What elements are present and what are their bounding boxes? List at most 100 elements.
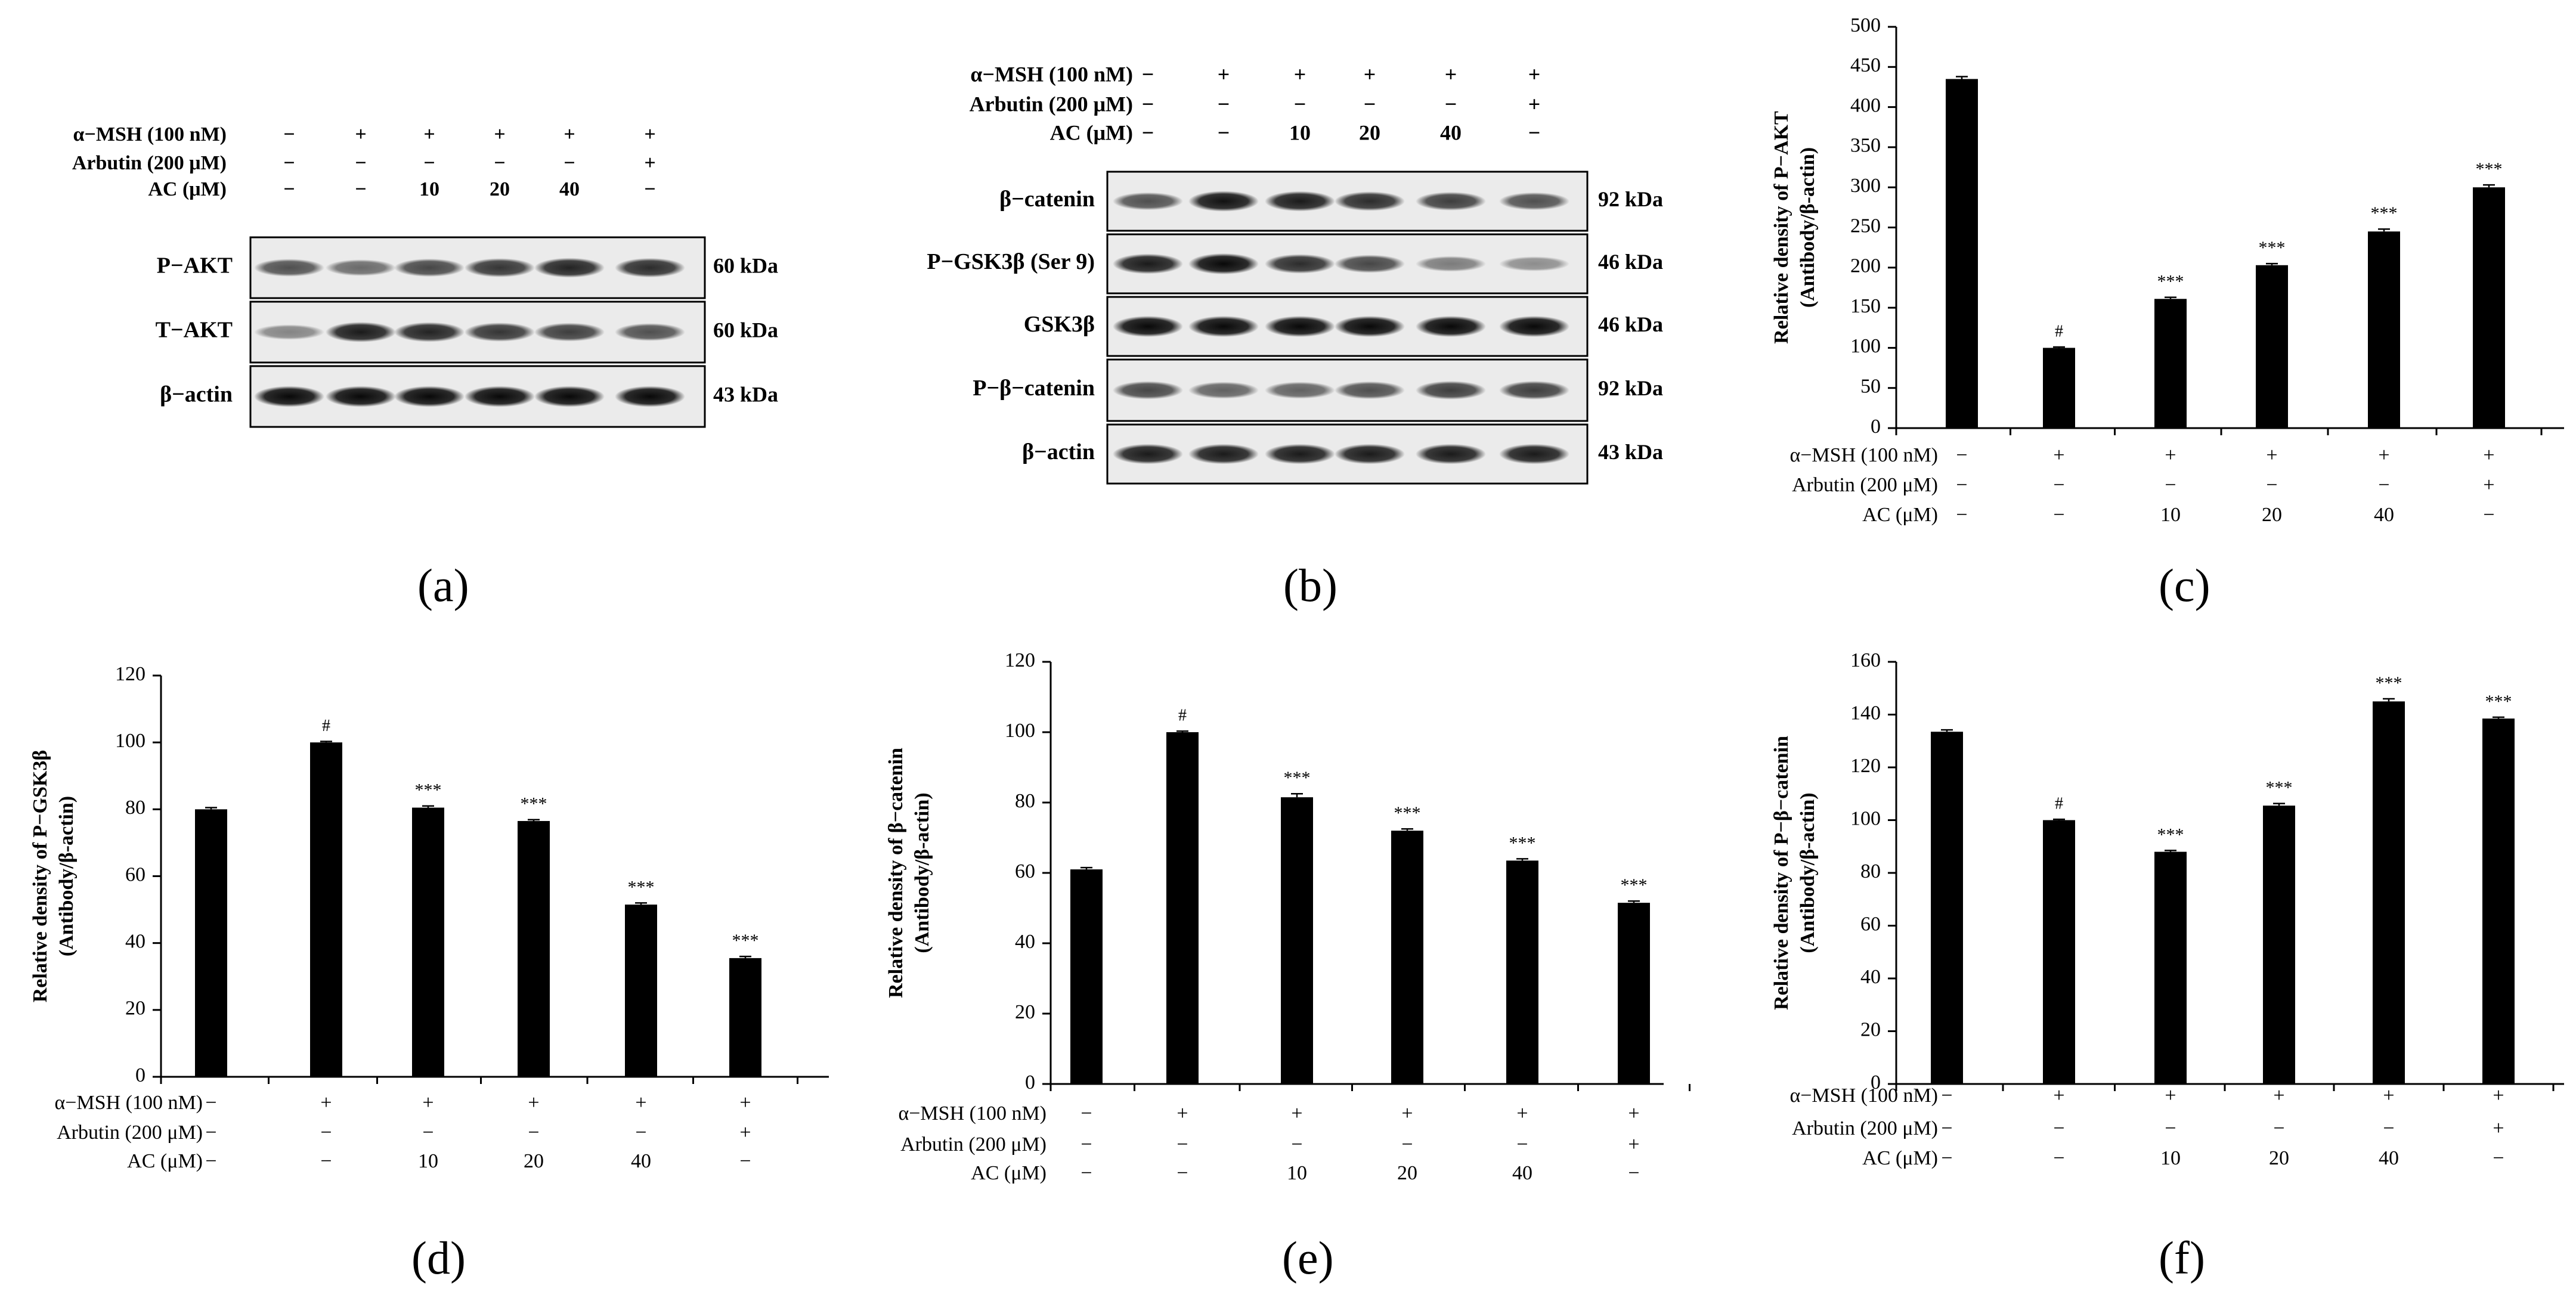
treatment-value: − bbox=[1445, 92, 1457, 116]
y-tick-label: 20 bbox=[1860, 1018, 1881, 1040]
chart-d: 0 20 40 60 80 100 120 Relative density of P−GSK… bbox=[29, 663, 829, 1284]
treatment-label: α−MSH (100 nM) bbox=[970, 62, 1133, 86]
treatment-value: − bbox=[1176, 1133, 1188, 1156]
band bbox=[326, 322, 396, 342]
bar bbox=[1281, 797, 1313, 1084]
treatment-value: − bbox=[1142, 92, 1154, 116]
treatment-value: 20 bbox=[524, 1150, 544, 1172]
treatment-value: + bbox=[422, 1092, 434, 1114]
treatment-value: − bbox=[205, 1092, 216, 1114]
treatment-value: + bbox=[2383, 1085, 2394, 1107]
treatment-value: − bbox=[283, 178, 295, 200]
bar bbox=[195, 809, 227, 1077]
treatment-label: AC (μM) bbox=[148, 178, 227, 200]
significance-stars: *** bbox=[1621, 875, 1648, 895]
treatment-value: + bbox=[320, 1092, 332, 1114]
treatment-value: 20 bbox=[490, 178, 510, 200]
treatment-value: 20 bbox=[1359, 120, 1380, 144]
y-tick-label: 400 bbox=[1850, 94, 1881, 116]
band bbox=[1265, 382, 1335, 399]
band bbox=[1335, 315, 1405, 337]
treatment-value: + bbox=[423, 123, 435, 145]
treatment-value: − bbox=[2266, 474, 2277, 496]
band bbox=[534, 323, 605, 342]
significance-hash: # bbox=[322, 717, 330, 735]
significance-stars: *** bbox=[1284, 768, 1311, 788]
band bbox=[1416, 380, 1486, 400]
band bbox=[1416, 191, 1486, 211]
treatment-label: Arbutin (200 μM) bbox=[900, 1133, 1046, 1156]
treatment-value: + bbox=[494, 123, 505, 145]
significance-hash: # bbox=[1178, 707, 1187, 725]
treatment-value: − bbox=[1628, 1162, 1639, 1184]
treatment-value: − bbox=[1294, 92, 1306, 116]
chart-e: 0 20 40 60 80 100 120 Relative density of β−cat… bbox=[885, 649, 1690, 1284]
significance-stars: *** bbox=[628, 877, 655, 897]
treatment-value: − bbox=[320, 1122, 332, 1144]
y-tick-label: 250 bbox=[1850, 215, 1881, 237]
treatment-value: − bbox=[2053, 504, 2064, 526]
y-tick-label: 500 bbox=[1850, 14, 1881, 36]
significance-stars: *** bbox=[2259, 238, 2286, 258]
y-axis-label: Relative density of P−AKT bbox=[1770, 111, 1792, 344]
band-kda-label: 60 kDa bbox=[713, 318, 778, 342]
treatment-label: α−MSH (100 nM) bbox=[1789, 1085, 1938, 1107]
treatment-value: + bbox=[2266, 444, 2277, 466]
treatment-label: AC (μM) bbox=[1050, 120, 1133, 144]
panel-label: (a) bbox=[417, 559, 469, 611]
significance-stars: *** bbox=[732, 931, 759, 950]
treatment-label: AC (μM) bbox=[971, 1162, 1046, 1184]
treatment-value: + bbox=[2493, 1117, 2504, 1139]
significance-stars: *** bbox=[2157, 271, 2184, 291]
treatment-value: + bbox=[1218, 62, 1230, 86]
bar bbox=[2043, 348, 2075, 428]
treatment-value: + bbox=[2165, 1085, 2176, 1107]
treatment-value: − bbox=[494, 152, 505, 174]
treatment-value: − bbox=[2378, 474, 2389, 496]
treatment-value: + bbox=[2378, 444, 2389, 466]
y-tick-label: 200 bbox=[1850, 255, 1881, 277]
treatment-value: − bbox=[2165, 1117, 2176, 1139]
significance-stars: *** bbox=[2371, 203, 2398, 223]
treatment-value: + bbox=[1294, 62, 1306, 86]
treatment-label: α−MSH (100 nM) bbox=[898, 1102, 1046, 1125]
panel-label: (d) bbox=[411, 1232, 466, 1284]
treatment-value: + bbox=[1176, 1102, 1188, 1125]
treatment-label: α−MSH (100 nM) bbox=[54, 1092, 203, 1114]
band-label: GSK3β bbox=[1024, 312, 1095, 337]
treatment-value: − bbox=[1080, 1133, 1092, 1156]
treatment-value: 40 bbox=[1512, 1162, 1532, 1184]
band bbox=[1265, 254, 1335, 274]
treatment-value: 10 bbox=[418, 1150, 438, 1172]
band-kda-label: 43 kDa bbox=[1598, 440, 1663, 464]
treatment-value: − bbox=[423, 152, 435, 174]
treatment-value: 10 bbox=[2160, 1147, 2181, 1169]
band-kda-label: 46 kDa bbox=[1598, 250, 1663, 274]
band bbox=[1335, 191, 1405, 211]
band-kda-label: 46 kDa bbox=[1598, 312, 1663, 336]
treatment-value: 20 bbox=[1397, 1162, 1417, 1184]
band-label: β−actin bbox=[1022, 439, 1095, 464]
band bbox=[254, 386, 324, 407]
y-tick-label: 40 bbox=[1015, 931, 1035, 953]
treatment-value: − bbox=[1956, 504, 1967, 526]
band bbox=[1113, 444, 1183, 464]
treatment-value: + bbox=[1528, 62, 1541, 86]
treatment-value: + bbox=[2483, 444, 2494, 466]
treatment-value: − bbox=[2165, 474, 2176, 496]
bar bbox=[2473, 187, 2505, 428]
treatment-value: + bbox=[564, 123, 575, 145]
y-tick-label: 40 bbox=[1860, 966, 1881, 988]
y-tick-label: 120 bbox=[1005, 649, 1035, 671]
y-tick-label: 100 bbox=[1850, 335, 1881, 357]
treatment-label: α−MSH (100 nM) bbox=[73, 123, 227, 145]
treatment-value: − bbox=[1364, 92, 1376, 116]
treatment-value: + bbox=[528, 1092, 539, 1114]
y-tick-label: 0 bbox=[1871, 1071, 1881, 1094]
treatment-label: Arbutin (200 μM) bbox=[1792, 474, 1938, 496]
band bbox=[1335, 381, 1405, 399]
significance-stars: *** bbox=[1394, 803, 1421, 823]
bar bbox=[1946, 79, 1978, 429]
treatment-value: 10 bbox=[1289, 120, 1311, 144]
